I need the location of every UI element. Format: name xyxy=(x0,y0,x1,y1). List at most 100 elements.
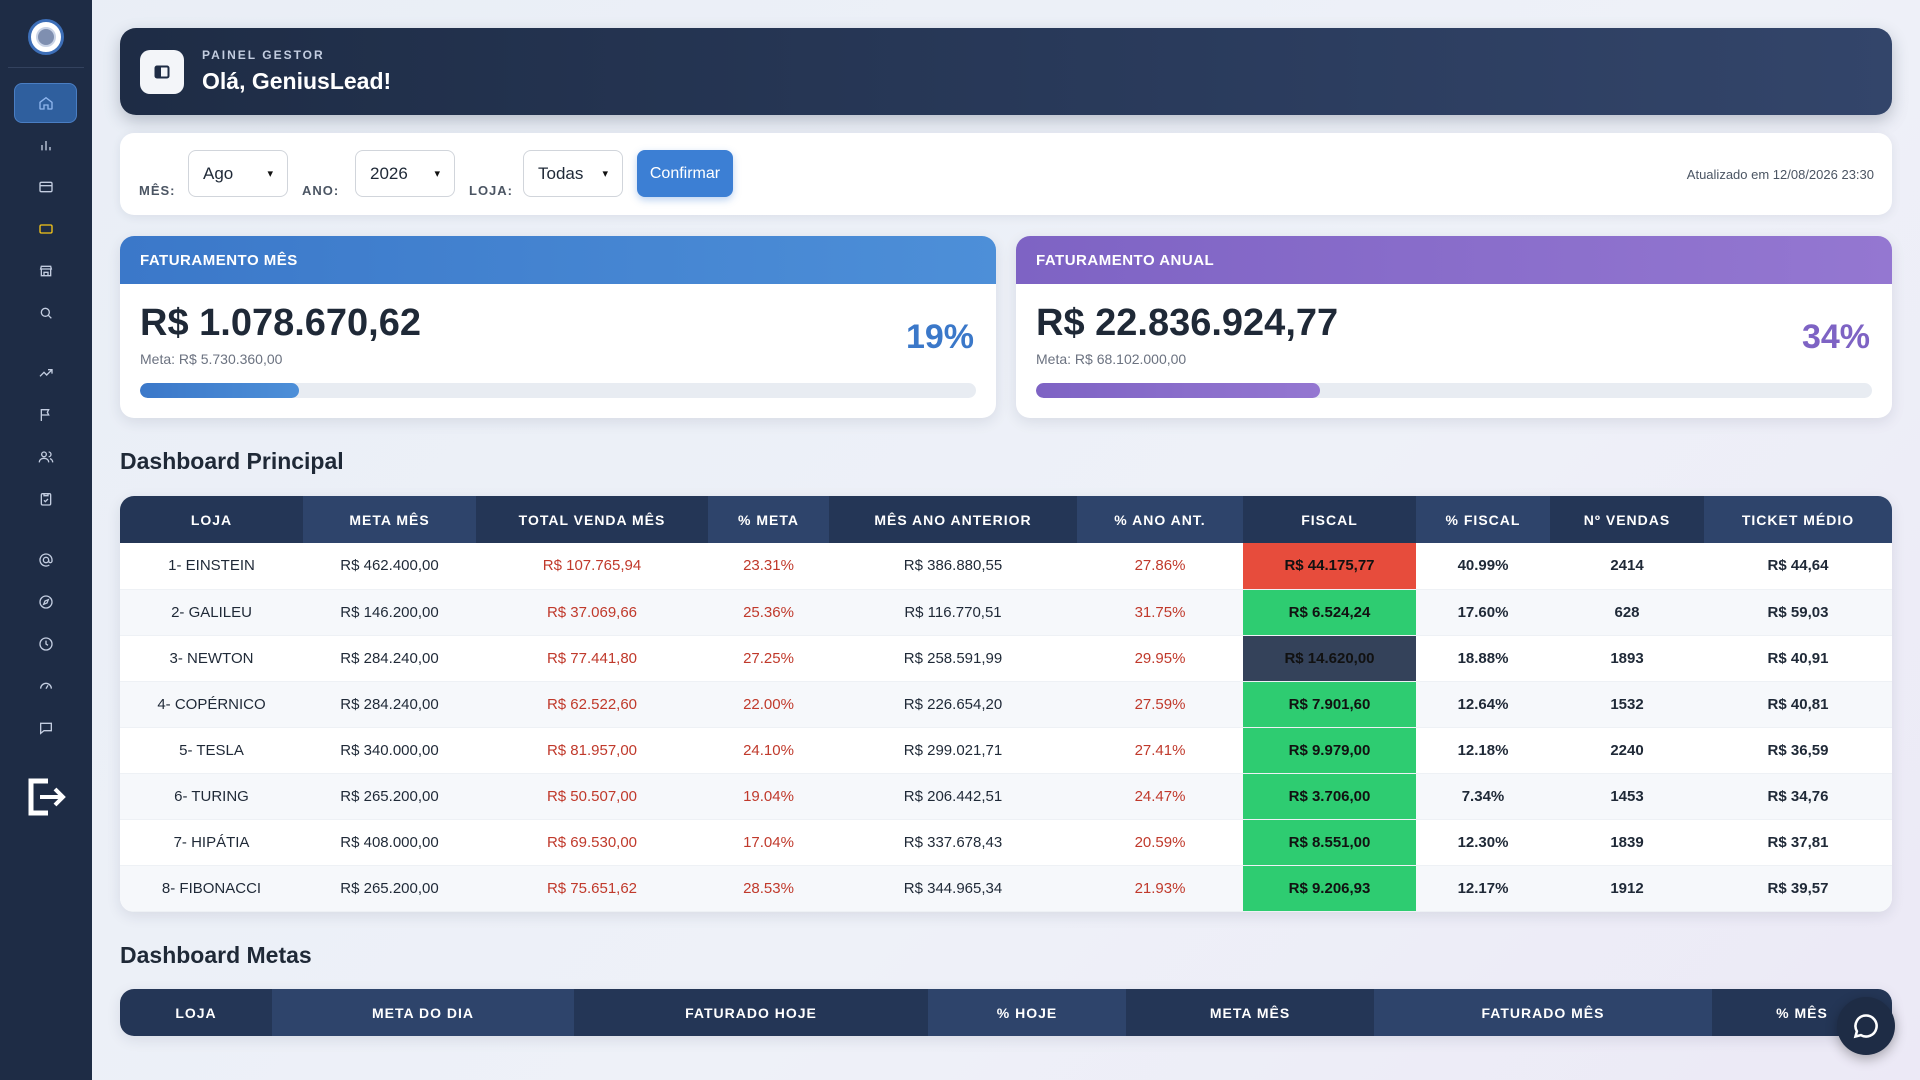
table-row[interactable]: 2- GALILEU R$ 146.200,00 R$ 37.069,66 25.36… xyxy=(120,589,1892,636)
month-select-value: Ago xyxy=(203,163,234,183)
sidebar-item-home[interactable] xyxy=(14,83,77,123)
sidebar-item-explore[interactable] xyxy=(14,582,77,622)
cell-n-vendas: 1893 xyxy=(1550,635,1704,682)
kpi-value: R$ 22.836.924,77 xyxy=(1036,302,1339,344)
cell-meta-mes: R$ 462.400,00 xyxy=(303,543,476,590)
filter-bar: MÊS: Ago ▾ ANO: 2026 ▾ LOJA: Todas ▾ Con… xyxy=(120,133,1892,215)
cell-pct-meta: 23.31% xyxy=(708,543,829,590)
cell-total-venda: R$ 107.765,94 xyxy=(476,543,708,590)
cell-pct-fiscal: 12.17% xyxy=(1416,865,1550,912)
year-select[interactable]: 2026 ▾ xyxy=(355,150,455,197)
cell-mes-ano-ant: R$ 206.442,51 xyxy=(829,773,1077,820)
column-header[interactable]: FATURADO MÊS xyxy=(1374,989,1712,1036)
cell-loja: 5- TESLA xyxy=(120,727,303,774)
page-header: PAINEL GESTOR Olá, GeniusLead! xyxy=(120,28,1892,115)
cell-total-venda: R$ 37.069,66 xyxy=(476,589,708,636)
chat-button[interactable] xyxy=(1837,997,1895,1055)
sidebar-toggle-button[interactable] xyxy=(140,50,184,94)
sidebar-item-search[interactable] xyxy=(14,293,77,333)
cell-loja: 1- EINSTEIN xyxy=(120,543,303,590)
column-header[interactable]: FATURADO HOJE xyxy=(574,989,928,1036)
flag-icon xyxy=(40,409,50,421)
progress-fill xyxy=(140,383,299,398)
cell-mes-ano-ant: R$ 116.770,51 xyxy=(829,589,1077,636)
cell-pct-meta: 22.00% xyxy=(708,681,829,728)
table-row[interactable]: 5- TESLA R$ 340.000,00 R$ 81.957,00 24.10% R… xyxy=(120,727,1892,774)
cell-pct-ano-ant: 24.47% xyxy=(1077,773,1243,820)
cell-ticket: R$ 34,76 xyxy=(1704,773,1892,820)
progress-fill xyxy=(1036,383,1321,398)
store-icon xyxy=(39,265,52,277)
column-header[interactable]: % ANO ANT. xyxy=(1077,496,1243,543)
column-header[interactable]: META MÊS xyxy=(1126,989,1374,1036)
sidebar-item-cards[interactable] xyxy=(14,167,77,207)
cell-mes-ano-ant: R$ 258.591,99 xyxy=(829,635,1077,682)
sidebar-item-store[interactable] xyxy=(14,251,77,291)
column-header[interactable]: % META xyxy=(708,496,829,543)
month-select[interactable]: Ago ▾ xyxy=(188,150,288,197)
cell-fiscal: R$ 44.175,77 xyxy=(1243,543,1416,590)
logout-icon[interactable] xyxy=(26,776,68,818)
sidebar-item-messages[interactable] xyxy=(14,708,77,748)
column-header[interactable]: % HOJE xyxy=(928,989,1126,1036)
cell-total-venda: R$ 75.651,62 xyxy=(476,865,708,912)
column-header[interactable]: TICKET MÉDIO xyxy=(1704,496,1892,543)
cell-n-vendas: 1532 xyxy=(1550,681,1704,728)
cell-fiscal: R$ 6.524,24 xyxy=(1243,589,1416,636)
cell-pct-meta: 27.25% xyxy=(708,635,829,682)
table-row[interactable]: 3- NEWTON R$ 284.240,00 R$ 77.441,80 27.25%… xyxy=(120,635,1892,682)
kpi-percent: 19% xyxy=(905,318,974,356)
table-row[interactable]: 4- COPÉRNICO R$ 284.240,00 R$ 62.522,60 22.… xyxy=(120,681,1892,728)
cell-mes-ano-ant: R$ 337.678,43 xyxy=(829,819,1077,866)
sidebar-toggle-icon xyxy=(154,65,170,79)
principal-table: LOJA META MÊS TOTAL VENDA MÊS% META MÊS ANO… xyxy=(120,496,1892,912)
table-row[interactable]: 6- TURING R$ 265.200,00 R$ 50.507,00 19.04%… xyxy=(120,773,1892,820)
column-header[interactable]: META DO DIA xyxy=(272,989,574,1036)
sidebar-item-trends[interactable] xyxy=(14,353,77,393)
sidebar-item-history[interactable] xyxy=(14,624,77,664)
sidebar-item-performance[interactable] xyxy=(14,666,77,706)
column-header[interactable]: TOTAL VENDA MÊS xyxy=(476,496,708,543)
cell-ticket: R$ 44,64 xyxy=(1704,543,1892,590)
cell-meta-mes: R$ 265.200,00 xyxy=(303,865,476,912)
column-header[interactable]: LOJA xyxy=(120,989,272,1036)
sidebar-item-charts[interactable] xyxy=(14,125,77,165)
cell-pct-meta: 17.04% xyxy=(708,819,829,866)
cell-n-vendas: 628 xyxy=(1550,589,1704,636)
users-icon xyxy=(38,451,53,463)
cell-meta-mes: R$ 146.200,00 xyxy=(303,589,476,636)
brand-logo[interactable] xyxy=(28,19,64,55)
table-row[interactable]: 7- HIPÁTIA R$ 408.000,00 R$ 69.530,00 17.04… xyxy=(120,819,1892,866)
cell-mes-ano-ant: R$ 344.965,34 xyxy=(829,865,1077,912)
table-row[interactable]: 8- FIBONACCI R$ 265.200,00 R$ 75.651,62 28.… xyxy=(120,865,1892,912)
cell-total-venda: R$ 77.441,80 xyxy=(476,635,708,682)
cell-loja: 8- FIBONACCI xyxy=(120,865,303,912)
cell-fiscal: R$ 7.901,60 xyxy=(1243,681,1416,728)
section-title-principal: Dashboard Principal xyxy=(120,448,344,474)
cell-pct-meta: 24.10% xyxy=(708,727,829,774)
kpi-meta: Meta: R$ 68.102.000,00 xyxy=(1036,351,1187,367)
sidebar-item-email[interactable] xyxy=(14,540,77,580)
column-header[interactable]: META MÊS xyxy=(303,496,476,543)
sidebar-item-goals[interactable] xyxy=(14,395,77,435)
at-sign-icon xyxy=(38,553,53,567)
cell-total-venda: R$ 69.530,00 xyxy=(476,819,708,866)
store-select[interactable]: Todas ▾ xyxy=(523,150,623,197)
sidebar-item-reports[interactable] xyxy=(14,479,77,519)
column-header[interactable]: MÊS ANO ANTERIOR xyxy=(829,496,1077,543)
cell-pct-meta: 25.36% xyxy=(708,589,829,636)
cell-pct-fiscal: 40.99% xyxy=(1416,543,1550,590)
cell-pct-fiscal: 12.64% xyxy=(1416,681,1550,728)
column-header[interactable]: LOJA xyxy=(120,496,303,543)
table-row[interactable]: 1- EINSTEIN R$ 462.400,00 R$ 107.765,94 23.… xyxy=(120,543,1892,590)
column-header[interactable]: FISCAL xyxy=(1243,496,1416,543)
sidebar-item-wallet[interactable] xyxy=(14,209,77,249)
sidebar-item-users[interactable] xyxy=(14,437,77,477)
column-header[interactable]: % FISCAL xyxy=(1416,496,1550,543)
cell-pct-ano-ant: 29.95% xyxy=(1077,635,1243,682)
confirm-button[interactable]: Confirmar xyxy=(637,150,733,197)
kpi-card-header: FATURAMENTO ANUAL xyxy=(1016,236,1892,284)
column-header[interactable]: Nº VENDAS xyxy=(1550,496,1704,543)
cell-ticket: R$ 39,57 xyxy=(1704,865,1892,912)
kpi-meta: Meta: R$ 5.730.360,00 xyxy=(140,351,283,367)
